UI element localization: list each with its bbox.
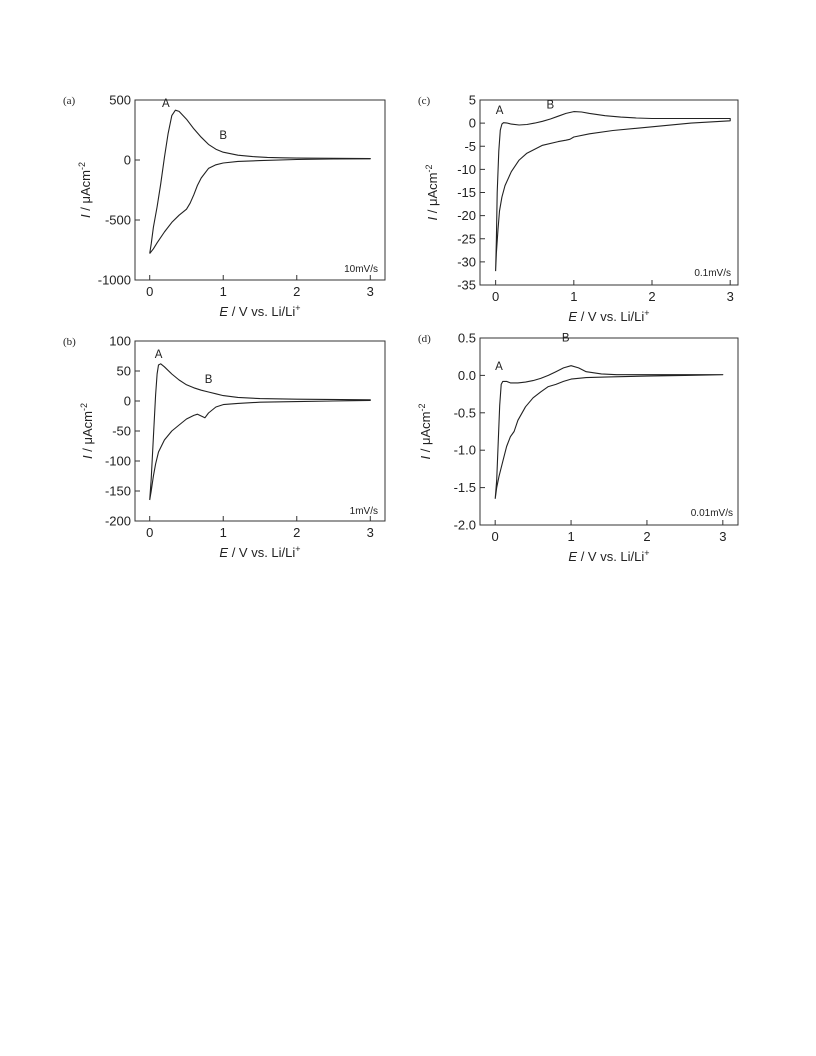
x-tick-label: 0 [146,284,153,299]
cv-curve [149,109,371,254]
x-tick-label: 3 [719,529,726,544]
cv-curve [149,363,371,501]
cv-curve [494,365,724,499]
x-axis-title: E / V vs. Li/Li+ [219,544,300,560]
x-tick-label: 2 [293,525,300,540]
x-tick-label: 3 [727,289,734,304]
y-tick-label: -20 [457,208,476,223]
plot-frame-1 [134,99,386,281]
peak-label-b: B [219,130,227,142]
x-tick-label: 2 [643,529,650,544]
peak-label-b: B [562,333,570,345]
scan-rate-label: 1mV/s [350,506,378,517]
y-tick-label: -150 [105,484,131,499]
y-tick-label: -10 [457,162,476,177]
y-tick-label: 0 [124,153,131,168]
peak-label-a: A [495,361,503,373]
peak-label-a: A [155,349,163,361]
plot-frame-4 [479,337,739,526]
x-tick-label: 2 [293,284,300,299]
y-tick-label: -30 [457,254,476,269]
x-tick-label: 1 [220,284,227,299]
x-tick-label: 2 [648,289,655,304]
y-tick-label: -1.5 [454,480,476,495]
y-tick-label: -1.0 [454,443,476,458]
y-tick-label: 0.5 [458,331,476,346]
y-tick-label: -2.0 [454,518,476,533]
y-tick-label: -100 [105,454,131,469]
panel-letter: (d) [418,333,431,345]
x-axis-title: E / V vs. Li/Li+ [568,548,649,564]
scan-rate-label: 10mV/s [344,264,378,275]
peak-label-a: A [162,98,170,110]
y-tick-label: 100 [109,334,131,349]
panel-letter: (b) [63,336,76,348]
x-tick-label: 1 [220,525,227,540]
y-tick-label: -200 [105,514,131,529]
x-tick-label: 1 [570,289,577,304]
y-axis-title: I / μAcm-2 [424,165,440,221]
y-tick-label: 0.0 [458,368,476,383]
y-axis-title: I / μAcm-2 [77,162,93,218]
y-tick-label: -0.5 [454,405,476,420]
scan-rate-label: 0.01mV/s [691,508,733,519]
x-tick-label: 0 [146,525,153,540]
y-axis-title: I / μAcm-2 [79,403,95,459]
x-tick-label: 0 [492,529,499,544]
peak-label-b: B [547,99,555,111]
x-tick-label: 3 [367,525,374,540]
y-axis-title: I / μAcm-2 [417,404,433,460]
x-tick-label: 0 [492,289,499,304]
y-tick-label: -25 [457,231,476,246]
x-tick-label: 1 [567,529,574,544]
panel-letter: (a) [63,95,76,107]
y-tick-label: -15 [457,185,476,200]
x-axis-title: E / V vs. Li/Li+ [219,303,300,319]
y-tick-label: -5 [464,139,476,154]
plot-frame-3 [479,99,739,286]
panel-letter: (c) [418,95,431,107]
cv-curve [495,111,731,272]
scan-rate-label: 0.1mV/s [694,268,731,279]
y-tick-label: 5 [469,93,476,108]
x-axis-title: E / V vs. Li/Li+ [568,308,649,324]
peak-label-b: B [205,374,213,386]
y-tick-label: 0 [469,116,476,131]
y-tick-label: -50 [112,424,131,439]
y-tick-label: -35 [457,278,476,293]
x-tick-label: 3 [367,284,374,299]
y-tick-label: 50 [117,364,131,379]
y-tick-label: -1000 [98,273,131,288]
y-tick-label: -500 [105,213,131,228]
peak-label-a: A [496,105,504,117]
y-tick-label: 0 [124,394,131,409]
y-tick-label: 500 [109,93,131,108]
